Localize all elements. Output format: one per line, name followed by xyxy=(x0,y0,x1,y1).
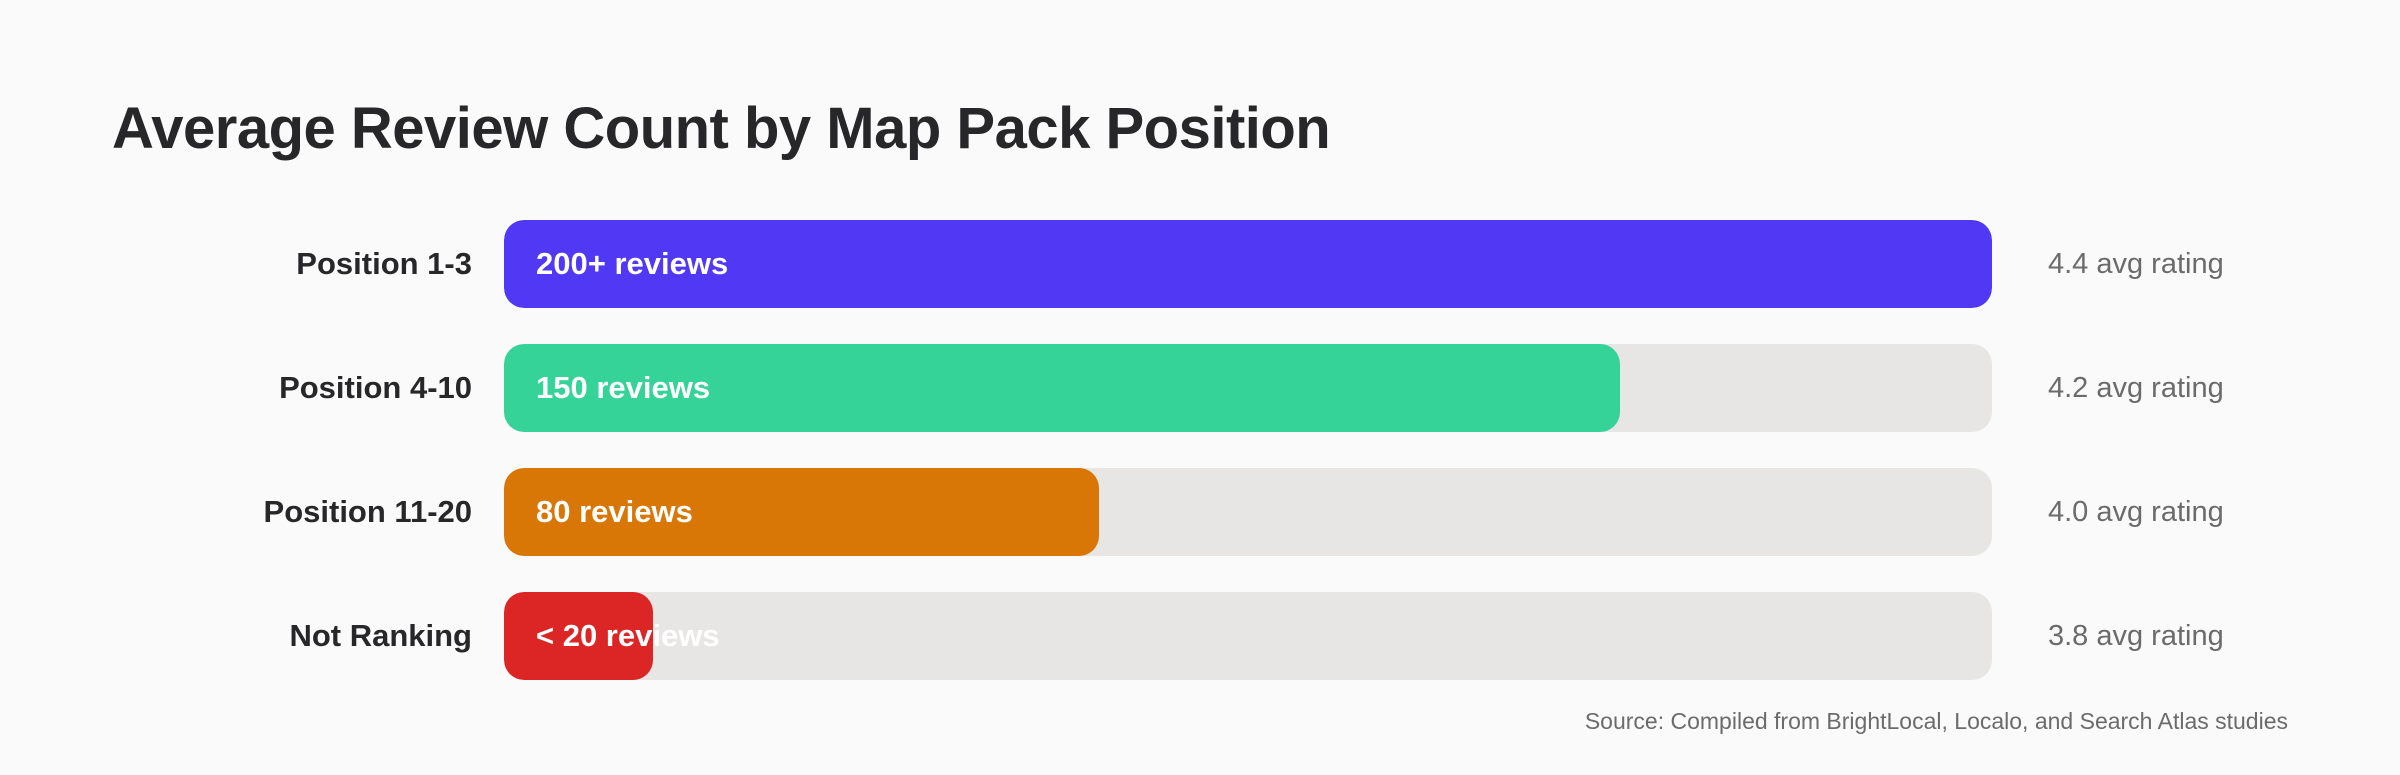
bar-row: Position 11-20 80 reviews 4.0 avg rating xyxy=(0,468,2400,556)
bar xyxy=(504,468,1099,556)
bar-track: 80 reviews xyxy=(504,468,1992,556)
bar-value-label: 80 reviews xyxy=(536,494,693,529)
bar-track: < 20 reviews xyxy=(504,592,1992,680)
bar xyxy=(504,344,1620,432)
bar-row: Position 1-3 200+ reviews 4.4 avg rating xyxy=(0,220,2400,308)
bar-value-label: 200+ reviews xyxy=(536,246,729,281)
bar-track: 150 reviews xyxy=(504,344,1992,432)
category-label: Position 1-3 xyxy=(296,246,472,281)
bar-value-label: 150 reviews xyxy=(536,370,711,405)
rating-label: 4.2 avg rating xyxy=(2048,372,2224,404)
bar xyxy=(504,220,1992,308)
bar-value-label: < 20 reviews xyxy=(536,618,720,653)
bar-row: Not Ranking < 20 reviews 3.8 avg rating xyxy=(0,592,2400,680)
chart-title: Average Review Count by Map Pack Positio… xyxy=(112,96,1331,161)
bar-row: Position 4-10 150 reviews 4.2 avg rating xyxy=(0,344,2400,432)
rating-label: 4.0 avg rating xyxy=(2048,496,2224,528)
bar-track: 200+ reviews xyxy=(504,220,1992,308)
source-note: Source: Compiled from BrightLocal, Local… xyxy=(1584,708,2288,734)
bar xyxy=(504,592,653,680)
category-label: Position 11-20 xyxy=(263,494,472,529)
rating-label: 3.8 avg rating xyxy=(2048,620,2224,652)
category-label: Position 4-10 xyxy=(279,370,472,405)
category-label: Not Ranking xyxy=(289,618,472,653)
rating-label: 4.4 avg rating xyxy=(2048,248,2224,280)
